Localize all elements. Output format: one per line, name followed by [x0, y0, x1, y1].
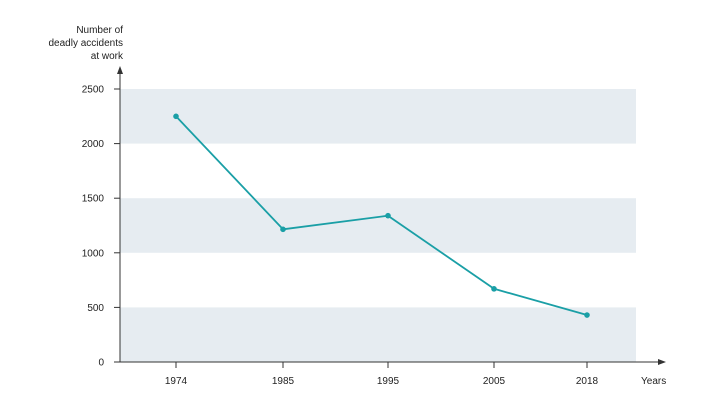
x-tick-label: 2005	[483, 376, 506, 387]
data-point	[173, 113, 179, 120]
x-tick-label: 1995	[377, 376, 400, 387]
x-tick-label: 2018	[576, 376, 599, 387]
y-axis-arrow	[117, 66, 123, 74]
y-tick-label: 2000	[82, 139, 105, 150]
grid-band	[120, 89, 636, 144]
grid-band	[120, 198, 636, 253]
y-ticks: 0 500 1000 1500 2000 2500	[82, 85, 120, 369]
y-axis-title-line: deadly accidents	[49, 38, 124, 49]
data-point	[584, 312, 590, 318]
y-tick-label: 500	[87, 303, 104, 314]
data-point	[280, 226, 286, 233]
y-tick-label: 0	[98, 358, 104, 369]
data-point	[491, 286, 497, 292]
chart-axes	[114, 66, 666, 365]
x-ticks: 1974 1985 1995 2005 2018	[165, 362, 599, 387]
x-tick-label: 1974	[165, 376, 188, 387]
grid-band	[120, 307, 636, 362]
data-point	[385, 212, 391, 219]
x-axis-title: Years	[641, 376, 666, 387]
series-line-group	[173, 113, 590, 318]
x-tick-label: 1985	[272, 376, 295, 387]
x-axis-arrow	[658, 359, 666, 365]
y-tick-label: 2500	[82, 85, 105, 96]
y-tick-label: 1000	[82, 248, 105, 259]
y-axis-title-line: Number of	[76, 25, 123, 36]
y-axis-title: Number of deadly accidents at work	[49, 25, 124, 62]
y-tick-label: 1500	[82, 194, 105, 205]
chart-bands	[120, 89, 636, 362]
y-axis-title-line: at work	[91, 51, 124, 62]
